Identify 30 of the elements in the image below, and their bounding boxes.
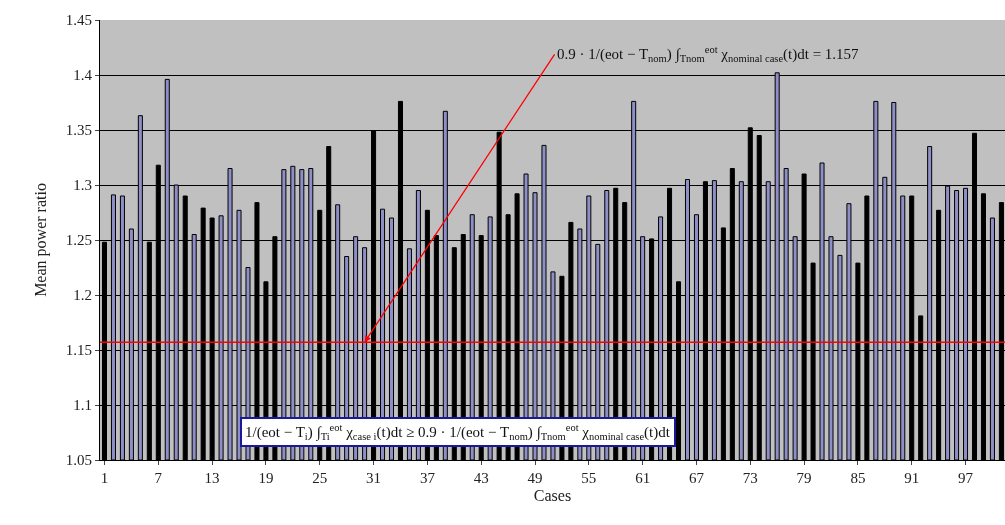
x-tick-label: 85 xyxy=(850,470,866,486)
x-tick-label: 43 xyxy=(473,470,489,486)
y-tick-label: 1.1 xyxy=(73,397,92,414)
x-tick-label: 61 xyxy=(635,470,651,486)
x-tick-label: 67 xyxy=(688,470,705,486)
x-tick-label: 91 xyxy=(904,470,920,486)
x-tick-label: 19 xyxy=(258,470,274,486)
x-tick-label: 13 xyxy=(204,470,220,486)
y-axis-title: Mean power ratio xyxy=(31,183,50,297)
y-tick-label: 1.45 xyxy=(65,12,92,29)
x-tick-label: 7 xyxy=(154,470,163,486)
y-tick-label: 1.05 xyxy=(65,452,92,469)
text: 1/(eot − T$_{i}$) ∫$_{Ti}$$^{eot}$ χ$_{case i}$(t)dt ≥ 0.9 · 1/(eot − T$_{nom}$) ∫$_{Tnom}$$^{eot}$ χ$_{nominal case}$(t)dt xyxy=(245,422,670,443)
x-tick-label: 97 xyxy=(958,470,974,486)
y-tick-label: 1.25 xyxy=(65,232,92,249)
y-tick-label: 1.15 xyxy=(65,342,92,359)
y-tick-label: 1.3 xyxy=(73,177,92,194)
y-tick-label: 1.35 xyxy=(65,122,92,139)
x-tick-label: 79 xyxy=(796,470,812,486)
x-tick-label: 49 xyxy=(527,470,543,486)
x-tick-label: 25 xyxy=(312,470,328,486)
x-tick-label: 37 xyxy=(419,470,436,486)
x-tick-label: 31 xyxy=(366,470,382,486)
x-tick-label: 55 xyxy=(581,470,597,486)
x-tick-label: 73 xyxy=(742,470,758,486)
x-axis-title: Cases xyxy=(533,486,572,504)
y-tick-label: 1.4 xyxy=(73,67,93,84)
x-tick-label: 1 xyxy=(100,470,109,486)
y-tick-label: 1.2 xyxy=(73,287,92,304)
annotation: 0.9 · 1/(eot − T$_{nom}$) ∫$_{Tnom}$$^{eot}$ χ$_{nominal case}$(t)dt = 1.157 xyxy=(557,44,860,65)
